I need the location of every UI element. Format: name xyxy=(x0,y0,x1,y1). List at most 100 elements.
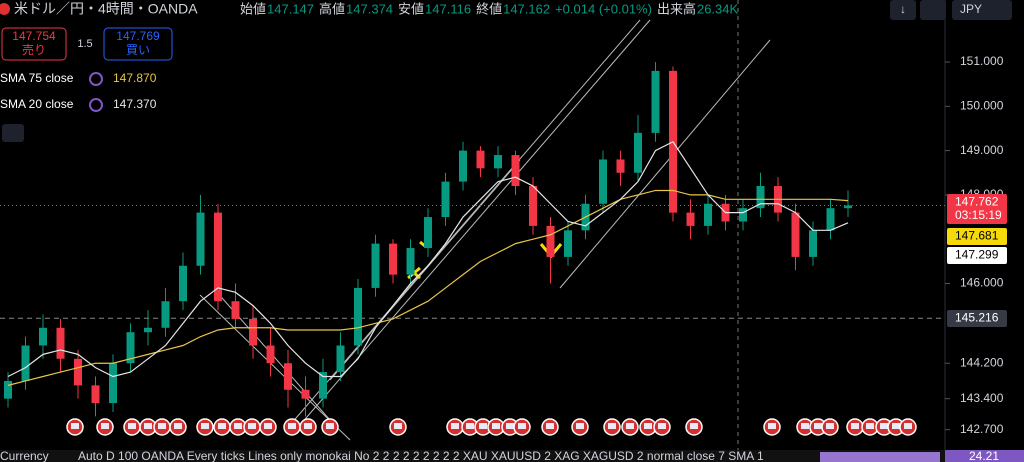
buy-price[interactable]: 147.769 xyxy=(116,29,160,43)
candle-body xyxy=(739,208,747,222)
candle-body xyxy=(319,372,327,399)
candle-body xyxy=(546,225,555,257)
collapse-button[interactable] xyxy=(2,124,24,142)
price-tag-label: 147.762 xyxy=(955,195,999,209)
ohlc-label: 始値 xyxy=(240,1,266,16)
footer-highlight xyxy=(820,452,940,462)
event-flag-inner xyxy=(880,423,888,429)
event-flag-inner xyxy=(101,423,109,429)
candle-body xyxy=(301,389,310,399)
event-flag-inner xyxy=(394,423,402,429)
spread: 1.5 xyxy=(77,38,92,50)
button[interactable] xyxy=(890,0,916,20)
candle-body xyxy=(599,159,607,204)
candle-body xyxy=(826,208,835,231)
candle-body xyxy=(214,212,222,302)
event-flag-inner xyxy=(248,423,256,429)
event-flag-inner xyxy=(546,423,554,429)
candle-body xyxy=(424,217,432,249)
event-flag-inner xyxy=(826,423,834,429)
footer-right: 24.21 xyxy=(969,449,999,462)
ohlc-value: 147.374 xyxy=(346,1,393,16)
event-flag-inner xyxy=(801,423,809,429)
candle-body xyxy=(634,132,642,173)
candle-body xyxy=(511,155,520,187)
currency[interactable]: JPY xyxy=(960,2,982,16)
candle-body xyxy=(231,301,240,319)
event-flag-inner xyxy=(492,423,500,429)
event-flag-inner xyxy=(264,423,272,429)
event-flag-inner xyxy=(174,423,182,429)
candle-body xyxy=(441,181,450,218)
volume-label: 出来高 xyxy=(657,1,696,16)
ohlc-value: 147.162 xyxy=(503,1,550,16)
event-flag-inner xyxy=(218,423,226,429)
footer-left: Currency xyxy=(0,449,49,462)
candle-body xyxy=(406,248,415,275)
y-tick-label: 150.000 xyxy=(960,98,1004,112)
price-tag-label: 147.681 xyxy=(955,229,999,243)
buy-label[interactable]: 買い xyxy=(126,43,150,57)
candle-body xyxy=(686,212,695,226)
event-flag-inner xyxy=(144,423,152,429)
ohlc-label: 高値 xyxy=(319,1,345,16)
candle-body xyxy=(56,327,65,359)
candle-body xyxy=(389,243,397,275)
legend-name: SMA 20 close xyxy=(0,97,74,111)
candle-body xyxy=(651,70,660,133)
footer-bar xyxy=(0,450,945,462)
event-flag-inner xyxy=(71,423,79,429)
trend-lines xyxy=(199,19,771,441)
buy-button[interactable] xyxy=(103,27,173,61)
candle-body xyxy=(371,243,380,288)
sell-button[interactable] xyxy=(1,27,67,61)
candle-body xyxy=(4,380,12,399)
candle-body xyxy=(284,363,292,390)
candle-body xyxy=(161,301,170,328)
event-flag-inner xyxy=(658,423,666,429)
event-flag-inner xyxy=(506,423,514,429)
legend-value: 147.370 xyxy=(113,97,157,111)
sell-label[interactable]: 売り xyxy=(22,42,46,57)
candle-body xyxy=(564,230,572,257)
event-flag-inner xyxy=(576,423,584,429)
event-flag-inner xyxy=(158,423,166,429)
candle-body xyxy=(354,287,362,346)
event-flag-inner xyxy=(466,423,474,429)
price-tag xyxy=(947,194,1007,224)
event-flag-inner xyxy=(128,423,136,429)
candle-body xyxy=(529,186,537,226)
candle-body xyxy=(844,205,852,209)
price-tag xyxy=(947,247,1007,264)
ohlc-value: 147.147 xyxy=(267,1,314,16)
button-icon[interactable]: ↓ xyxy=(900,2,906,16)
legend-name: SMA 75 close xyxy=(0,71,74,85)
event-flag-inner xyxy=(892,423,900,429)
event-flag-inner xyxy=(904,423,912,429)
legend-icon xyxy=(89,98,103,112)
event-flag-inner xyxy=(866,423,874,429)
y-tick-label: 149.000 xyxy=(960,143,1004,157)
candle-body xyxy=(476,150,485,169)
candle-body xyxy=(249,318,257,346)
event-flag-inner xyxy=(768,423,776,429)
candle-body xyxy=(809,230,817,257)
candle-body xyxy=(126,332,135,364)
event-flag-inner xyxy=(288,423,296,429)
currency-select[interactable] xyxy=(952,0,1012,20)
symbol-icon xyxy=(0,3,10,15)
button[interactable] xyxy=(920,0,946,20)
y-tick-label: 144.200 xyxy=(960,355,1004,369)
sell-price[interactable]: 147.754 xyxy=(12,29,56,43)
event-flag-inner xyxy=(608,423,616,429)
price-tag xyxy=(947,228,1007,245)
ohlc-label: 安値 xyxy=(398,1,424,16)
candle-body xyxy=(39,327,47,346)
footer-settings: Auto D 100 OANDA Every ticks Lines only … xyxy=(78,449,764,462)
symbol: 米ドル／円・4時間・OANDA xyxy=(14,1,198,17)
event-flag-inner xyxy=(814,423,822,429)
price-tag-label: 145.216 xyxy=(955,311,999,325)
event-flag-inner xyxy=(479,423,487,429)
event-flag-inner xyxy=(451,423,459,429)
event-flag-inner xyxy=(851,423,859,429)
